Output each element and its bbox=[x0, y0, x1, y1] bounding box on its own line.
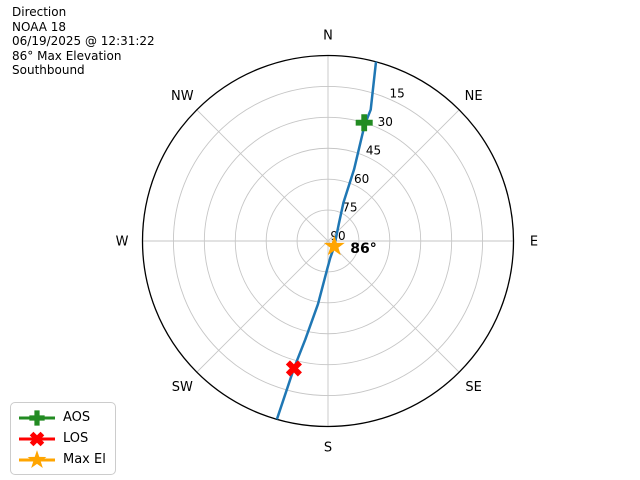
pass-direction: Southbound bbox=[12, 63, 85, 78]
compass-label-se: SE bbox=[465, 380, 481, 395]
compass-label-ne: NE bbox=[465, 89, 483, 104]
elevation-tick-30: 30 bbox=[378, 115, 393, 129]
compass-label-s: S bbox=[324, 441, 332, 456]
aos-legend-icon bbox=[19, 409, 55, 426]
pass-info: Direction NOAA 18 06/19/2025 @ 12:31:22 … bbox=[12, 5, 155, 78]
compass-label-e: E bbox=[530, 235, 538, 250]
los-legend-icon bbox=[19, 431, 55, 446]
max-el-marker bbox=[323, 235, 345, 256]
aos-marker bbox=[355, 114, 373, 132]
legend-item-los: LOS bbox=[11, 428, 115, 449]
elevation-tick-45: 45 bbox=[366, 144, 381, 158]
los-marker bbox=[285, 360, 302, 377]
polar-grid bbox=[141, 54, 515, 428]
compass-label-sw: SW bbox=[172, 380, 193, 395]
compass-label-w: W bbox=[116, 235, 129, 250]
legend: AOS LOS Max El bbox=[10, 402, 116, 475]
elevation-tick-60: 60 bbox=[354, 172, 369, 186]
compass-label-nw: NW bbox=[171, 89, 194, 104]
legend-item-aos: AOS bbox=[11, 407, 115, 428]
legend-label-los: LOS bbox=[63, 431, 89, 446]
max-el-legend-icon bbox=[19, 449, 55, 468]
legend-label-aos: AOS bbox=[63, 410, 91, 425]
elevation-tick-75: 75 bbox=[342, 201, 357, 215]
max-elevation-text: 86° Max Elevation bbox=[12, 48, 122, 63]
compass-label-n: N bbox=[323, 29, 333, 44]
compass-labels: N NE E SE S SW W NW bbox=[116, 29, 539, 456]
max-el-annotation: 86° bbox=[350, 241, 376, 257]
elevation-tick-15: 15 bbox=[390, 86, 405, 100]
chart-title: Direction bbox=[12, 5, 67, 19]
legend-label-max-el: Max El bbox=[63, 452, 106, 467]
pass-datetime: 06/19/2025 @ 12:31:22 bbox=[12, 34, 155, 49]
legend-item-max-el: Max El bbox=[11, 449, 115, 470]
satellite-name: NOAA 18 bbox=[12, 19, 67, 34]
